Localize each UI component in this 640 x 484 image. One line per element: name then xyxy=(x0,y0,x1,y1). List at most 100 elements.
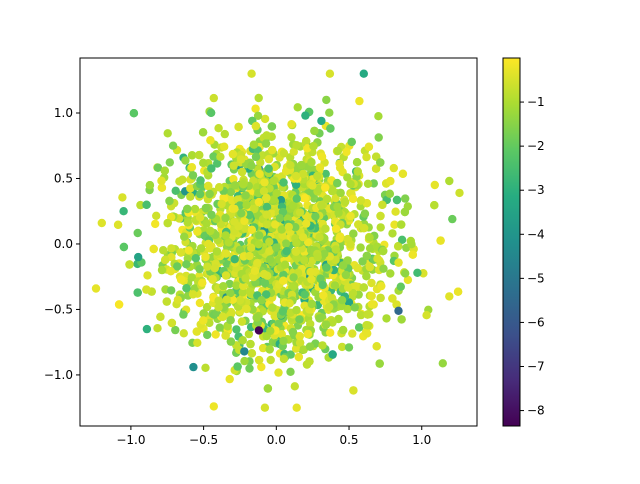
y-tick-label: 0.5 xyxy=(54,171,73,185)
scatter-point xyxy=(365,233,374,242)
scatter-point xyxy=(253,111,263,121)
scatter-point xyxy=(294,352,303,362)
scatter-point xyxy=(382,314,391,323)
scatter-point xyxy=(326,328,335,337)
scatter-point xyxy=(268,145,277,155)
scatter-point xyxy=(267,122,277,131)
scatter-point xyxy=(281,239,291,248)
scatter-point xyxy=(228,149,238,159)
scatter-point xyxy=(162,297,171,306)
scatter-point xyxy=(262,290,271,299)
x-tick-label: −0.5 xyxy=(189,433,218,447)
scatter-point xyxy=(145,181,155,190)
scatter-point xyxy=(198,128,208,137)
scatter-point xyxy=(279,270,288,279)
scatter-point xyxy=(394,306,403,315)
scatter-point xyxy=(340,197,350,207)
scatter-point xyxy=(142,324,152,334)
scatter-point xyxy=(337,296,347,305)
scatter-point xyxy=(374,112,383,121)
scatter-point xyxy=(142,285,151,294)
scatter-point xyxy=(238,336,247,345)
y-tick-label: −1.0 xyxy=(44,368,73,382)
scatter-point xyxy=(362,321,371,330)
scatter-point xyxy=(226,288,235,298)
scatter-point xyxy=(378,200,387,209)
scatter-point xyxy=(219,282,228,291)
scatter-point xyxy=(165,158,174,167)
scatter-point xyxy=(129,109,139,118)
colorbar-axis: −8 −7 −6 −5 −4 −3 −2 −1 xyxy=(520,95,545,418)
scatter-point xyxy=(157,265,167,275)
scatter-point xyxy=(239,180,248,189)
scatter-point xyxy=(394,258,403,267)
scatter-point xyxy=(192,327,201,336)
scatter-point xyxy=(274,319,283,328)
scatter-point xyxy=(270,311,279,321)
scatter-point xyxy=(361,327,371,337)
scatter-point xyxy=(167,318,177,328)
scatter-point xyxy=(320,249,329,258)
scatter-point xyxy=(438,359,447,368)
scatter-point xyxy=(348,329,357,338)
scatter-point xyxy=(292,254,301,263)
scatter-point xyxy=(240,356,249,366)
scatter-point xyxy=(202,302,212,312)
scatter-point xyxy=(396,282,405,291)
scatter-point xyxy=(262,210,271,219)
scatter-point xyxy=(196,244,206,253)
scatter-point xyxy=(166,267,175,276)
scatter-point xyxy=(245,251,254,261)
scatter-point xyxy=(397,315,406,324)
scatter-point xyxy=(306,267,315,277)
scatter-point xyxy=(151,219,160,229)
scatter-point xyxy=(168,141,178,150)
scatter-point xyxy=(212,247,222,256)
scatter-point xyxy=(195,213,205,222)
scatter-point xyxy=(313,171,322,181)
scatter-point xyxy=(363,310,372,319)
scatter-point xyxy=(214,303,223,312)
scatter-point xyxy=(300,194,309,203)
scatter-point xyxy=(298,233,308,242)
plot-frame xyxy=(79,57,478,427)
scatter-point xyxy=(97,218,107,228)
scatter-point xyxy=(287,133,296,142)
scatter-point xyxy=(373,254,382,263)
scatter-point xyxy=(245,364,254,373)
scatter-point xyxy=(359,69,368,78)
scatter-point xyxy=(386,269,395,278)
scatter-point xyxy=(291,247,301,256)
scatter-point xyxy=(254,197,264,207)
scatter-point xyxy=(353,167,362,176)
scatter-point xyxy=(335,232,345,241)
scatter-point xyxy=(300,255,309,265)
scatter-point xyxy=(376,293,385,303)
scatter-point xyxy=(153,163,163,172)
scatter-point xyxy=(204,181,213,191)
scatter-point xyxy=(445,176,454,186)
scatter-point xyxy=(226,316,235,325)
scatter-point xyxy=(222,295,231,304)
colorbar-tick-label: −8 xyxy=(527,404,545,418)
scatter-point xyxy=(220,142,229,151)
scatter-point xyxy=(453,287,463,296)
colorbar-tick-label: −4 xyxy=(527,227,545,241)
scatter-point xyxy=(209,93,218,103)
colorbar-tick-label: −7 xyxy=(527,360,545,374)
scatter-point xyxy=(311,212,320,221)
scatter-point xyxy=(133,288,142,297)
scatter-point xyxy=(207,164,216,173)
scatter-point xyxy=(309,142,318,151)
scatter-point xyxy=(374,133,383,142)
scatter-point xyxy=(291,223,300,232)
scatter-point xyxy=(371,164,381,173)
scatter-point xyxy=(331,245,340,254)
scatter-point xyxy=(283,214,292,223)
scatter-point xyxy=(229,174,238,184)
scatter-point xyxy=(239,281,248,291)
scatter-point xyxy=(245,287,255,296)
scatter-point xyxy=(159,246,168,255)
scatter-point xyxy=(265,247,274,256)
